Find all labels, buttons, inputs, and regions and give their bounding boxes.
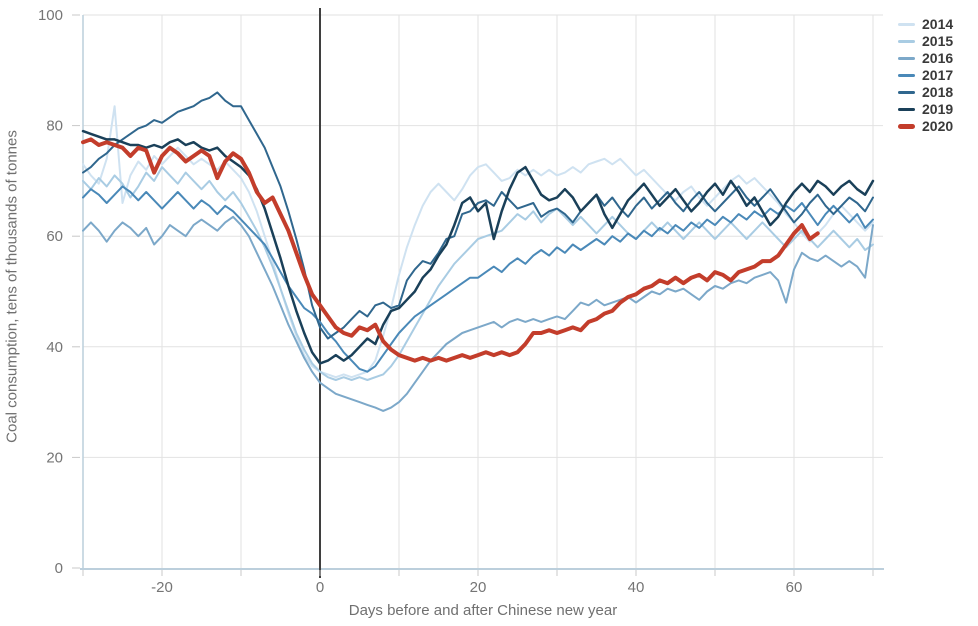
legend-item-2014: 2014 [898,16,953,33]
x-tick-label: -20 [151,579,173,596]
legend-label: 2016 [922,50,954,66]
legend-item-2019: 2019 [898,101,953,118]
legend-swatch-2016 [898,57,915,60]
x-tick-label: 60 [786,579,803,596]
x-axis-title: Days before and after Chinese new year [348,602,618,619]
series-line-2015 [82,166,874,381]
series-line-2016 [82,215,874,412]
legend-swatch-2018 [898,91,915,94]
x-tick-label: 0 [316,579,324,596]
legend-swatch-2014 [898,23,915,26]
legend-swatch-2015 [898,40,915,43]
series-line-2019 [81,129,875,365]
legend-item-2018: 2018 [898,84,953,101]
series-line-2020 [81,137,820,363]
legend-label: 2015 [922,33,954,49]
chart-legend: 2014 2015 2016 2017 2018 2019 2020 [898,16,953,135]
legend-label: 2014 [922,16,954,32]
series-line-2018 [82,91,874,340]
series-line-2017 [82,185,874,373]
legend-label: 2017 [922,67,954,83]
y-tick-label: 100 [38,7,63,24]
legend-label: 2019 [922,101,954,117]
legend-item-2015: 2015 [898,33,953,50]
y-tick-label: 0 [55,560,63,577]
legend-swatch-2020 [898,124,915,129]
x-tick-label: 40 [628,579,645,596]
y-tick-label: 40 [46,339,63,356]
legend-item-2016: 2016 [898,50,953,67]
legend-item-2017: 2017 [898,67,953,84]
y-tick-label: 20 [46,449,63,466]
x-tick-label: 20 [470,579,487,596]
y-tick-label: 60 [46,228,63,245]
y-tick-label: 80 [46,118,63,135]
legend-label: 2020 [922,118,954,134]
legend-item-2020: 2020 [898,118,953,135]
legend-swatch-2019 [898,108,915,111]
legend-swatch-2017 [898,74,915,77]
legend-label: 2018 [922,84,954,100]
y-axis-title: Coal consumption, tens of thousands of t… [3,130,21,443]
